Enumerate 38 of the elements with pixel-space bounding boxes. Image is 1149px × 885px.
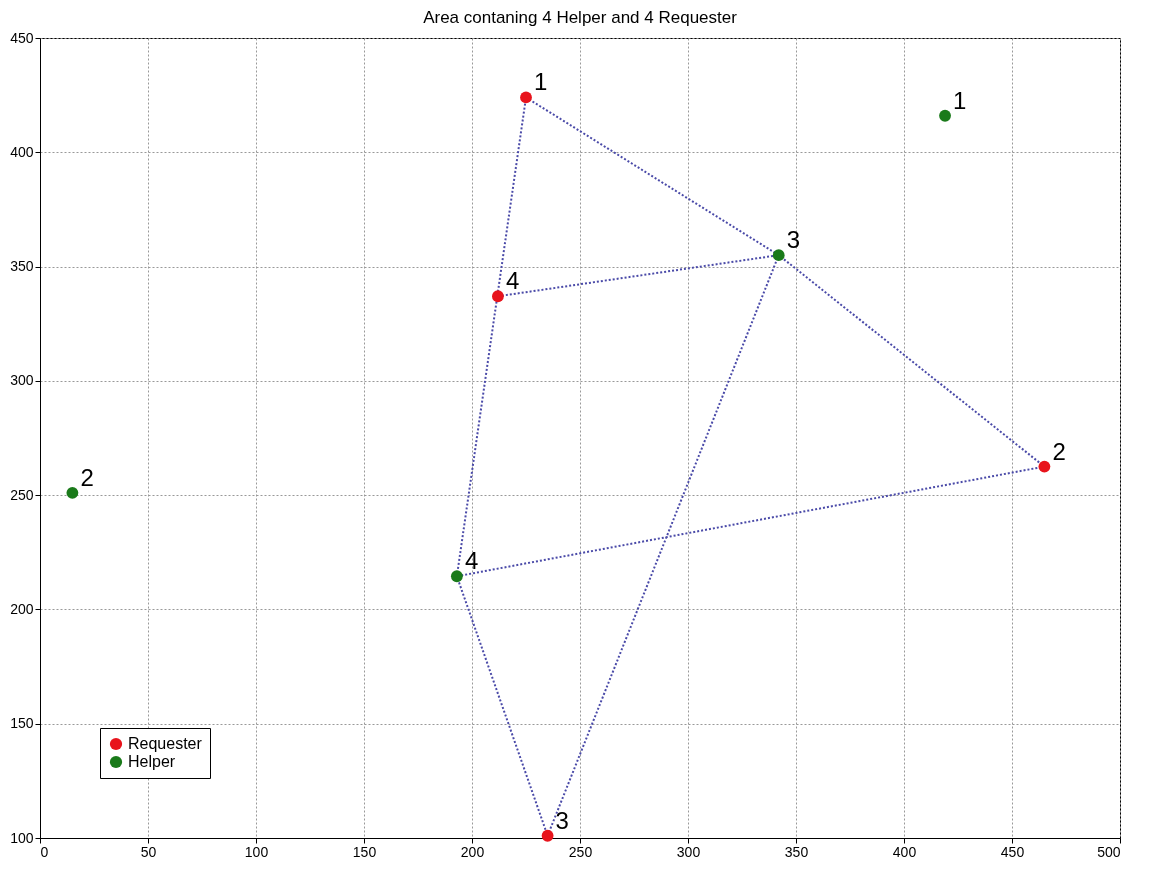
point (1038, 460, 1051, 473)
annotation: 4 (505, 267, 520, 295)
chart-title: Area contaning 4 Helper and 4 Requester (423, 8, 738, 27)
y-tick-label: 450 (10, 29, 34, 46)
y-tick-label: 150 (10, 715, 34, 732)
x-tick-label: 0 (40, 843, 49, 860)
annotation: 4 (464, 547, 479, 575)
point (66, 486, 79, 499)
point (492, 290, 504, 303)
x-tick-label: 250 (568, 843, 593, 860)
x-tick-label: 100 (244, 843, 269, 860)
legend-label: Requester (128, 735, 203, 752)
y-tick-label: 200 (10, 600, 34, 617)
legend-label: Helper (128, 753, 176, 770)
x-tick-label: 300 (676, 843, 701, 860)
point (520, 91, 532, 104)
y-tick-label: 350 (10, 258, 34, 275)
y-tick-label: 250 (10, 486, 34, 503)
x-tick-label: 350 (784, 843, 809, 860)
x-tick-label: 50 (140, 843, 157, 860)
annotation: 1 (534, 68, 548, 96)
y-tick-label: 400 (10, 143, 34, 160)
annotation: 3 (786, 226, 801, 254)
point (541, 829, 554, 842)
x-tick-label: 150 (352, 843, 377, 860)
point (772, 249, 785, 262)
x-tick-label: 450 (1000, 843, 1025, 860)
annotation: 1 (953, 86, 967, 114)
point (939, 109, 951, 122)
point (450, 570, 463, 583)
y-tick-label: 100 (10, 829, 34, 846)
x-tick-label: 200 (460, 843, 485, 860)
annotation: 2 (1052, 437, 1066, 465)
annotation: 3 (555, 806, 569, 834)
x-tick-label: 400 (892, 843, 917, 860)
annotation: 2 (80, 463, 94, 491)
y-tick-label: 300 (10, 372, 34, 389)
x-tick-label: 500 (1097, 843, 1121, 860)
